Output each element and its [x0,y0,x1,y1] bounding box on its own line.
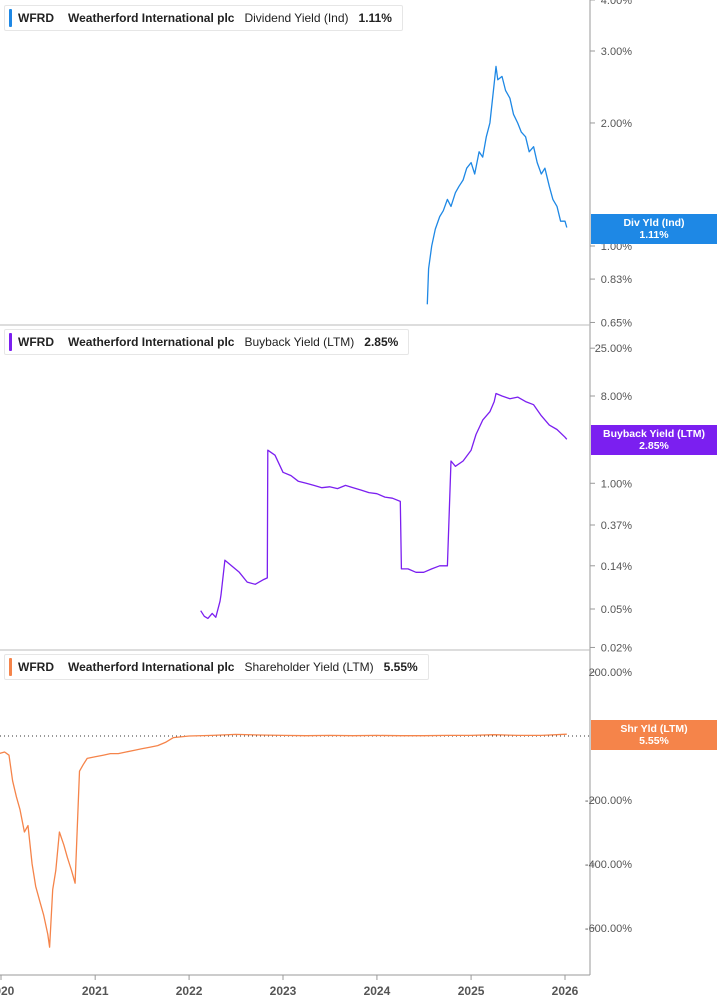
legend-shareholder-yield: WFRD Weatherford International plc Share… [4,654,429,680]
legend-metric: Buyback Yield (LTM) [244,335,355,349]
axes-layer: 4.00% 3.00% 2.00% 1.00% 0.83% 0.65% 25.00% 8.00… [0,0,632,998]
y-tick-label: 8.00% [601,391,632,403]
x-tick-label: 2025 [458,984,485,998]
legend-value: 1.11% [358,11,392,25]
y-tick-label: -200.00% [585,795,632,807]
legend-value: 2.85% [364,335,399,349]
legend-buyback-yield: WFRD Weatherford International plc Buyba… [4,329,410,355]
badge-dividend-yield: Div Yld (Ind) 1.11% [591,214,717,244]
x-tick-label: 2026 [552,984,579,998]
y-tick-label: -400.00% [585,859,632,871]
y-tick-label: 0.83% [601,274,632,286]
badge-value: 5.55% [639,735,669,747]
y-tick-label: 2.00% [601,118,632,130]
legend-ticker: WFRD [18,11,54,25]
badge-value: 2.85% [639,440,669,452]
y-tick-label: 1.00% [601,241,632,253]
badge-buyback-yield: Buyback Yield (LTM) 2.85% [591,425,717,455]
legend-company: Weatherford International plc [68,335,235,349]
legend-dividend-yield: WFRD Weatherford International plc Divid… [4,5,403,31]
legend-ticker: WFRD [18,660,54,674]
y-tick-label: 25.00% [595,343,633,355]
legend-company: Weatherford International plc [68,660,235,674]
legend-metric: Dividend Yield (Ind) [244,11,349,25]
y-tick-label: 1.00% [601,478,632,490]
series-line-3 [0,733,567,948]
x-tick-label: 2023 [270,984,297,998]
badge-label: Buyback Yield (LTM) [603,428,705,440]
badge-label: Shr Yld (LTM) [620,723,688,735]
badge-label: Div Yld (Ind) [623,217,685,229]
legend-color-swatch [9,658,12,676]
badge-value: 1.11% [639,229,669,241]
legend-ticker: WFRD [18,335,54,349]
legend-metric: Shareholder Yield (LTM) [244,660,374,674]
legend-color-swatch [9,9,12,27]
x-tick-label: 2024 [364,984,391,998]
y-tick-label: 0.02% [601,642,632,654]
legend-value: 5.55% [383,660,418,674]
series-layer [0,65,568,948]
series-line-1 [426,65,568,305]
y-tick-label: 0.37% [601,520,632,532]
y-tick-label: 4.00% [601,0,632,7]
x-tick-label: 2022 [176,984,203,998]
series-line-2 [200,392,568,620]
badge-shareholder-yield: Shr Yld (LTM) 5.55% [591,720,717,750]
y-tick-label: 200.00% [589,667,633,679]
y-tick-label: -600.00% [585,923,632,935]
x-tick-label: 2021 [82,984,109,998]
y-tick-label: 3.00% [601,46,632,58]
legend-company: Weatherford International plc [68,11,235,25]
legend-color-swatch [9,333,12,351]
y-tick-label: 0.65% [601,317,632,329]
y-tick-label: 0.14% [601,561,632,573]
y-tick-label: 0.05% [601,604,632,616]
